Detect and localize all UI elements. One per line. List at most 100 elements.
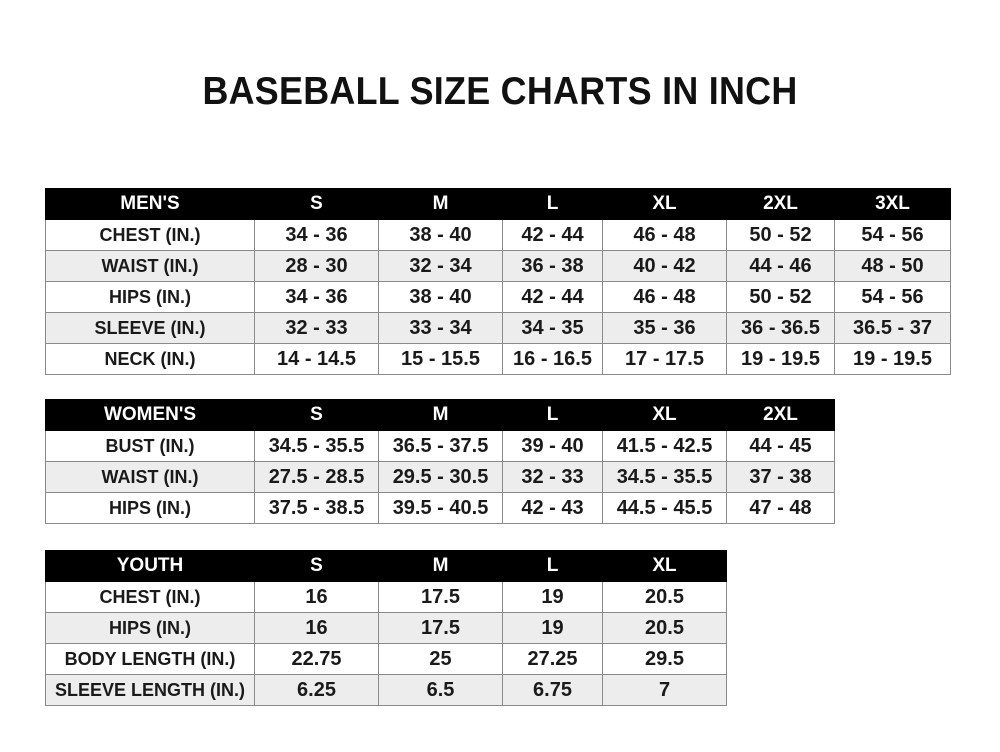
- size-header: S: [254, 399, 379, 431]
- size-value: 42 - 44: [502, 219, 603, 251]
- size-value: 40 - 42: [602, 250, 727, 282]
- size-value: 47 - 48: [726, 492, 835, 524]
- measurement-label: NECK (IN.): [45, 343, 255, 375]
- size-value: 19: [502, 581, 603, 613]
- size-value: 34.5 - 35.5: [602, 461, 727, 493]
- size-value: 19 - 19.5: [726, 343, 835, 375]
- size-value: 34 - 36: [254, 219, 379, 251]
- size-value: 32 - 33: [254, 312, 379, 344]
- size-value: 50 - 52: [726, 281, 835, 313]
- size-header: L: [502, 399, 603, 431]
- table-category-header: WOMEN'S: [45, 399, 255, 431]
- size-value: 22.75: [254, 643, 379, 675]
- size-value: 17.5: [378, 612, 503, 644]
- table-category-header: MEN'S: [45, 188, 255, 220]
- table-row: CHEST (IN.) 34 - 36 38 - 40 42 - 44 46 - 48 5…: [45, 219, 951, 251]
- header-row: WOMEN'S S M L XL 2XL: [45, 399, 835, 431]
- size-value: 16: [254, 612, 379, 644]
- header-row: MEN'S S M L XL 2XL 3XL: [45, 188, 951, 220]
- size-value: 34.5 - 35.5: [254, 430, 379, 462]
- size-value: 29.5 - 30.5: [378, 461, 503, 493]
- measurement-label: WAIST (IN.): [45, 250, 255, 282]
- size-header: XL: [602, 550, 727, 582]
- measurement-label: HIPS (IN.): [45, 281, 255, 313]
- size-header: M: [378, 399, 503, 431]
- size-value: 20.5: [602, 612, 727, 644]
- size-header: XL: [602, 188, 727, 220]
- size-value: 36.5 - 37: [834, 312, 951, 344]
- size-header: 2XL: [726, 399, 835, 431]
- size-value: 39.5 - 40.5: [378, 492, 503, 524]
- size-value: 54 - 56: [834, 219, 951, 251]
- size-value: 33 - 34: [378, 312, 503, 344]
- size-value: 28 - 30: [254, 250, 379, 282]
- size-value: 29.5: [602, 643, 727, 675]
- size-value: 17 - 17.5: [602, 343, 727, 375]
- size-value: 46 - 48: [602, 219, 727, 251]
- size-value: 32 - 34: [378, 250, 503, 282]
- size-value: 37 - 38: [726, 461, 835, 493]
- size-value: 42 - 44: [502, 281, 603, 313]
- measurement-label: HIPS (IN.): [45, 612, 255, 644]
- size-value: 39 - 40: [502, 430, 603, 462]
- measurement-label: WAIST (IN.): [45, 461, 255, 493]
- measurement-label: BUST (IN.): [45, 430, 255, 462]
- size-header: 2XL: [726, 188, 835, 220]
- table-row: HIPS (IN.) 16 17.5 19 20.5: [45, 612, 727, 644]
- measurement-label: SLEEVE (IN.): [45, 312, 255, 344]
- size-header: S: [254, 550, 379, 582]
- measurement-label: HIPS (IN.): [45, 492, 255, 524]
- measurement-label: BODY LENGTH (IN.): [45, 643, 255, 675]
- size-value: 27.5 - 28.5: [254, 461, 379, 493]
- size-value: 36 - 36.5: [726, 312, 835, 344]
- size-value: 14 - 14.5: [254, 343, 379, 375]
- size-value: 17.5: [378, 581, 503, 613]
- size-header: M: [378, 188, 503, 220]
- size-value: 15 - 15.5: [378, 343, 503, 375]
- size-value: 44 - 45: [726, 430, 835, 462]
- size-value: 25: [378, 643, 503, 675]
- size-value: 50 - 52: [726, 219, 835, 251]
- size-value: 6.25: [254, 674, 379, 706]
- table-row: SLEEVE LENGTH (IN.) 6.25 6.5 6.75 7: [45, 674, 727, 706]
- size-value: 20.5: [602, 581, 727, 613]
- size-value: 19: [502, 612, 603, 644]
- table-row: BODY LENGTH (IN.) 22.75 25 27.25 29.5: [45, 643, 727, 675]
- size-value: 27.25: [502, 643, 603, 675]
- header-row: YOUTH S M L XL: [45, 550, 727, 582]
- size-value: 38 - 40: [378, 281, 503, 313]
- size-value: 37.5 - 38.5: [254, 492, 379, 524]
- size-header: 3XL: [834, 188, 951, 220]
- mens-size-table: MEN'S S M L XL 2XL 3XL CHEST (IN.) 34 - 36 38 - 4…: [45, 188, 951, 375]
- size-value: 6.5: [378, 674, 503, 706]
- size-value: 36 - 38: [502, 250, 603, 282]
- size-value: 7: [602, 674, 727, 706]
- measurement-label: CHEST (IN.): [45, 219, 255, 251]
- size-value: 48 - 50: [834, 250, 951, 282]
- size-value: 41.5 - 42.5: [602, 430, 727, 462]
- size-value: 54 - 56: [834, 281, 951, 313]
- size-value: 35 - 36: [602, 312, 727, 344]
- size-header: S: [254, 188, 379, 220]
- table-row: BUST (IN.) 34.5 - 35.5 36.5 - 37.5 39 - 40 4…: [45, 430, 835, 462]
- size-value: 34 - 36: [254, 281, 379, 313]
- table-row: WAIST (IN.) 28 - 30 32 - 34 36 - 38 40 - 42 4…: [45, 250, 951, 282]
- size-value: 44.5 - 45.5: [602, 492, 727, 524]
- size-value: 46 - 48: [602, 281, 727, 313]
- size-header: L: [502, 188, 603, 220]
- size-value: 16: [254, 581, 379, 613]
- measurement-label: SLEEVE LENGTH (IN.): [45, 674, 255, 706]
- size-header: M: [378, 550, 503, 582]
- youth-size-table: YOUTH S M L XL CHEST (IN.) 16 17.5 19 20.5 HIPS (I…: [45, 550, 727, 706]
- table-row: CHEST (IN.) 16 17.5 19 20.5: [45, 581, 727, 613]
- table-row: SLEEVE (IN.) 32 - 33 33 - 34 34 - 35 35 - 36…: [45, 312, 951, 344]
- table-row: HIPS (IN.) 34 - 36 38 - 40 42 - 44 46 - 48 50…: [45, 281, 951, 313]
- measurement-label: CHEST (IN.): [45, 581, 255, 613]
- table-category-header: YOUTH: [45, 550, 255, 582]
- size-value: 16 - 16.5: [502, 343, 603, 375]
- table-row: NECK (IN.) 14 - 14.5 15 - 15.5 16 - 16.5 17 …: [45, 343, 951, 375]
- size-value: 38 - 40: [378, 219, 503, 251]
- size-value: 34 - 35: [502, 312, 603, 344]
- size-value: 36.5 - 37.5: [378, 430, 503, 462]
- page-title: BASEBALL SIZE CHARTS IN INCH: [202, 70, 798, 113]
